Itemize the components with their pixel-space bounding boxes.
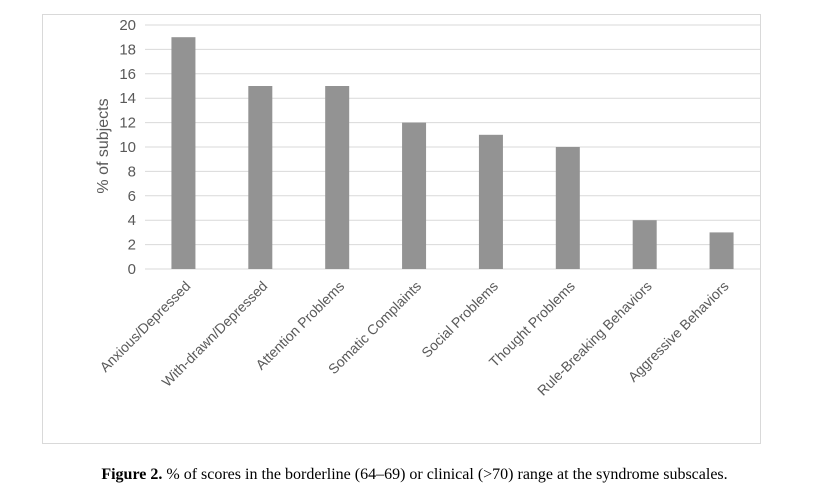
bar: [478, 134, 503, 269]
y-tick-label: 20: [119, 17, 136, 34]
bar: [325, 86, 350, 269]
gridlines: [145, 24, 760, 270]
caption-text: % of scores in the borderline (64–69) or…: [162, 466, 728, 483]
bar: [555, 147, 580, 269]
y-tick-label: 12: [119, 115, 136, 132]
bar: [248, 86, 273, 269]
bar: [171, 37, 196, 270]
x-category-label: Social Problems: [418, 278, 501, 361]
y-tick-label: 14: [119, 90, 136, 107]
bar: [402, 122, 427, 269]
y-tick-label: 18: [119, 41, 136, 58]
x-category-labels: Anxious/DepressedWith-drawn/DepressedAtt…: [96, 278, 731, 399]
y-tick-label: 8: [128, 163, 136, 180]
y-tick-label: 0: [128, 261, 136, 278]
y-tick-label: 2: [128, 237, 136, 254]
bar: [709, 232, 734, 269]
y-tick-label: 6: [128, 188, 136, 205]
bar-chart: 0 2 4 6 8 10 12 14 16 18 20 Anxious/DepressedWith-…: [95, 17, 760, 399]
y-axis-title: % of subjects: [95, 98, 112, 193]
y-tick-label: 16: [119, 66, 136, 83]
y-tick-label: 4: [128, 212, 136, 229]
bar: [632, 220, 657, 269]
figure-caption: Figure 2. % of scores in the borderline …: [0, 466, 829, 484]
caption-label: Figure 2.: [101, 466, 163, 483]
bars: [171, 37, 734, 270]
y-tick-label: 10: [119, 139, 136, 156]
y-tick-labels: 0 2 4 6 8 10 12 14 16 18 20: [119, 17, 136, 278]
